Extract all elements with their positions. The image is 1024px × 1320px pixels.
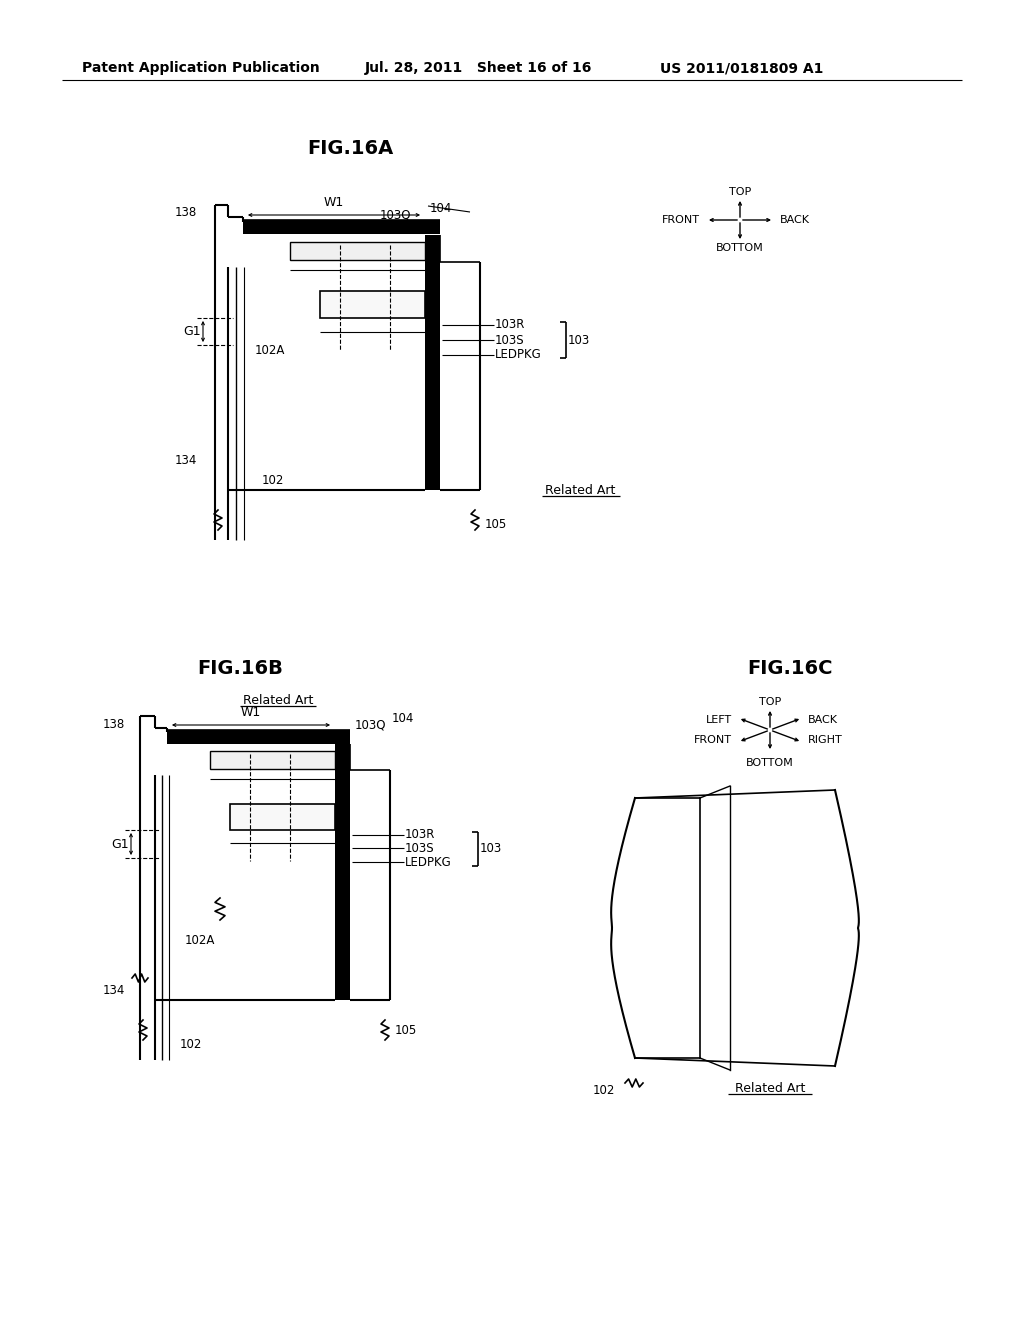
Text: FIG.16C: FIG.16C xyxy=(748,659,833,677)
Bar xyxy=(210,751,335,770)
Text: 103S: 103S xyxy=(406,842,434,854)
Bar xyxy=(243,220,440,234)
Bar xyxy=(425,235,440,490)
Text: 103Q: 103Q xyxy=(355,718,386,731)
Text: TOP: TOP xyxy=(759,697,781,708)
Text: G1: G1 xyxy=(183,325,201,338)
Text: LEDPKG: LEDPKG xyxy=(406,855,452,869)
Text: W1: W1 xyxy=(324,197,344,210)
Text: 103: 103 xyxy=(568,334,590,346)
Text: Related Art: Related Art xyxy=(243,693,313,706)
Text: 102A: 102A xyxy=(184,933,215,946)
Text: 103S: 103S xyxy=(495,334,524,346)
Text: FIG.16B: FIG.16B xyxy=(197,659,283,677)
Bar xyxy=(167,730,350,744)
Text: 102: 102 xyxy=(593,1084,615,1097)
Text: TOP: TOP xyxy=(729,187,752,197)
Text: FRONT: FRONT xyxy=(694,735,732,744)
Text: LEDPKG: LEDPKG xyxy=(495,348,542,362)
Text: 105: 105 xyxy=(485,519,507,532)
Text: BOTTOM: BOTTOM xyxy=(746,758,794,768)
Text: 134: 134 xyxy=(102,983,125,997)
Text: Patent Application Publication: Patent Application Publication xyxy=(82,61,319,75)
Text: 103: 103 xyxy=(480,842,502,854)
Text: 138: 138 xyxy=(175,206,197,219)
Bar xyxy=(335,744,350,1001)
Bar xyxy=(290,242,425,260)
Text: Related Art: Related Art xyxy=(735,1081,805,1094)
Text: 104: 104 xyxy=(392,711,415,725)
Text: BOTTOM: BOTTOM xyxy=(716,243,764,253)
Text: BACK: BACK xyxy=(780,215,810,224)
Bar xyxy=(319,290,425,318)
Text: 138: 138 xyxy=(102,718,125,730)
Text: Jul. 28, 2011   Sheet 16 of 16: Jul. 28, 2011 Sheet 16 of 16 xyxy=(365,61,592,75)
Text: 134: 134 xyxy=(175,454,197,466)
Text: 104: 104 xyxy=(430,202,453,214)
Text: US 2011/0181809 A1: US 2011/0181809 A1 xyxy=(660,61,823,75)
Bar xyxy=(230,804,335,830)
Text: 103Q: 103Q xyxy=(380,209,412,222)
Text: LEFT: LEFT xyxy=(706,715,732,725)
Text: Related Art: Related Art xyxy=(545,483,615,496)
Text: FRONT: FRONT xyxy=(662,215,700,224)
Text: 102A: 102A xyxy=(255,343,286,356)
Text: G1: G1 xyxy=(112,837,129,850)
Text: FIG.16A: FIG.16A xyxy=(307,139,393,157)
Text: 103R: 103R xyxy=(406,829,435,842)
Text: W1: W1 xyxy=(241,706,261,719)
Text: 102: 102 xyxy=(180,1039,203,1052)
Text: 103R: 103R xyxy=(495,318,525,331)
Text: 102: 102 xyxy=(262,474,285,487)
Text: BACK: BACK xyxy=(808,715,838,725)
Text: 105: 105 xyxy=(395,1023,417,1036)
Text: RIGHT: RIGHT xyxy=(808,735,843,744)
